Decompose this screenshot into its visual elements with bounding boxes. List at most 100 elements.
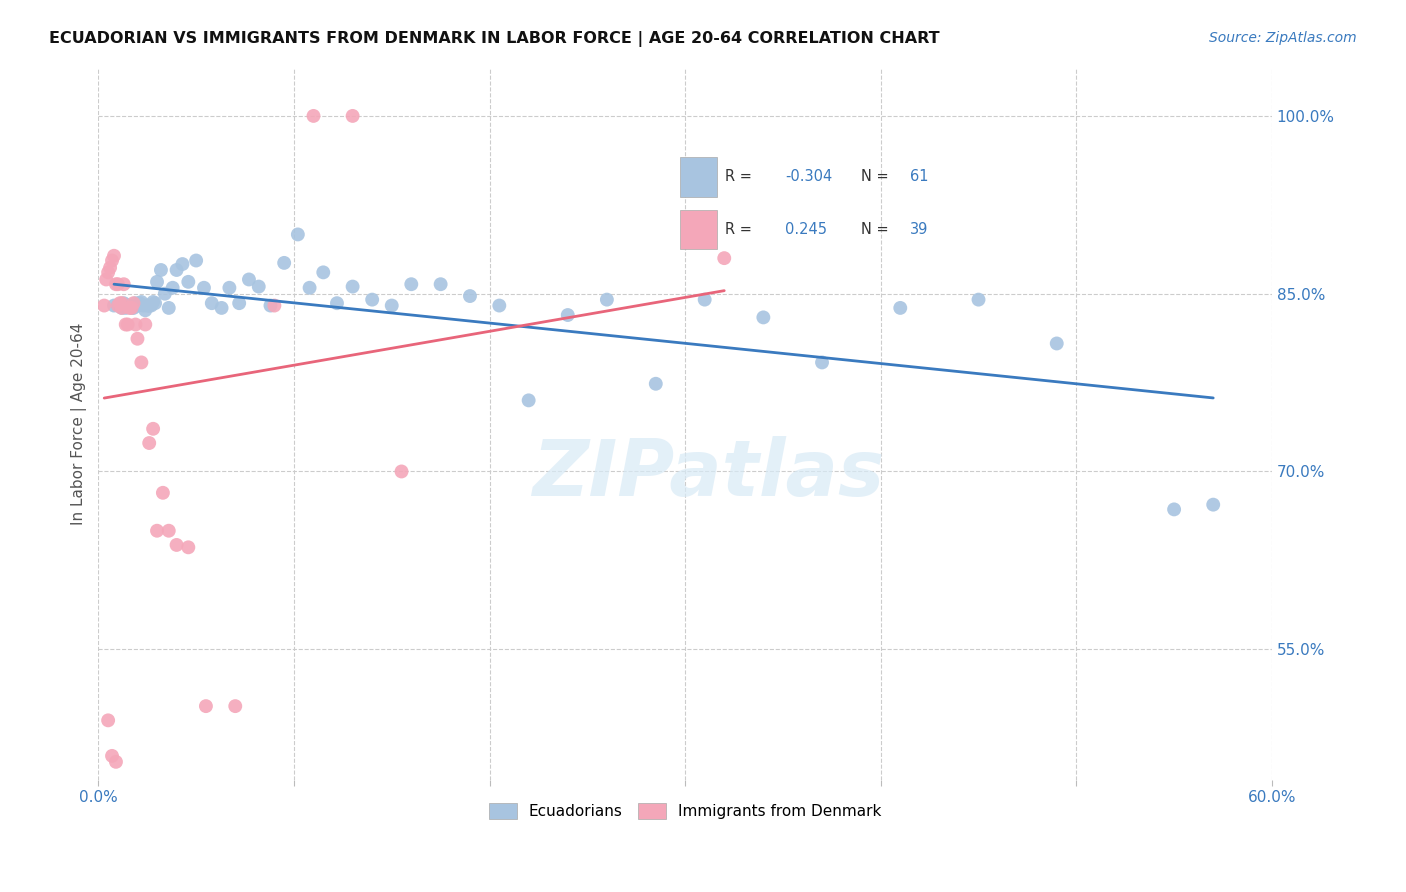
Point <box>517 393 540 408</box>
Text: 39: 39 <box>910 222 928 237</box>
Point <box>103 249 125 263</box>
Point <box>429 277 451 292</box>
FancyBboxPatch shape <box>681 210 717 250</box>
Point <box>138 436 160 450</box>
Text: ECUADORIAN VS IMMIGRANTS FROM DENMARK IN LABOR FORCE | AGE 20-64 CORRELATION CHA: ECUADORIAN VS IMMIGRANTS FROM DENMARK IN… <box>49 31 939 47</box>
Point <box>152 485 174 500</box>
Point <box>101 253 124 268</box>
Point <box>488 299 510 313</box>
Point <box>596 293 619 307</box>
Point <box>131 295 153 310</box>
Point <box>104 755 127 769</box>
Point <box>172 257 194 271</box>
Point <box>114 318 136 332</box>
Point <box>93 299 115 313</box>
Point <box>211 301 233 315</box>
Point <box>1202 498 1225 512</box>
Point <box>97 714 120 728</box>
Point <box>142 422 165 436</box>
Point <box>287 227 309 242</box>
Point <box>121 301 143 315</box>
Point <box>117 299 139 313</box>
Point <box>127 299 149 313</box>
Point <box>146 524 169 538</box>
Point <box>118 301 141 315</box>
Point <box>326 296 349 310</box>
Point <box>128 296 150 310</box>
Point <box>1046 336 1069 351</box>
Point <box>141 299 163 313</box>
Point <box>557 308 579 322</box>
Text: Source: ZipAtlas.com: Source: ZipAtlas.com <box>1209 31 1357 45</box>
Point <box>143 296 166 310</box>
Point <box>361 293 384 307</box>
Legend: Ecuadorians, Immigrants from Denmark: Ecuadorians, Immigrants from Denmark <box>484 797 887 825</box>
Point <box>124 296 146 310</box>
Point <box>162 281 184 295</box>
Point <box>134 303 156 318</box>
Point <box>218 281 240 295</box>
Point <box>166 263 188 277</box>
Point <box>889 301 911 315</box>
Point <box>132 299 155 313</box>
Point <box>149 263 172 277</box>
Point <box>104 277 127 292</box>
Point <box>342 109 364 123</box>
Point <box>259 299 281 313</box>
Point <box>713 251 735 265</box>
Point <box>121 301 143 315</box>
Point <box>96 272 118 286</box>
Point <box>118 299 141 313</box>
Point <box>97 265 120 279</box>
Point <box>228 296 250 310</box>
Point <box>111 301 134 315</box>
Point <box>391 465 413 479</box>
Point <box>134 318 156 332</box>
Point <box>103 299 125 313</box>
Point <box>112 277 135 292</box>
Point <box>107 299 129 313</box>
Point <box>157 524 180 538</box>
Point <box>693 293 716 307</box>
Point <box>112 296 135 310</box>
Point <box>107 277 129 292</box>
Text: 61: 61 <box>910 169 928 185</box>
Point <box>111 296 134 310</box>
Text: N =: N = <box>862 169 889 185</box>
Point <box>342 279 364 293</box>
Point <box>201 296 224 310</box>
Point <box>142 295 165 310</box>
Point <box>967 293 990 307</box>
Point <box>114 301 136 315</box>
Point <box>166 538 188 552</box>
Text: R =: R = <box>725 169 752 185</box>
Point <box>122 301 145 315</box>
Point <box>136 299 159 313</box>
Point <box>224 699 246 714</box>
Point <box>247 279 270 293</box>
Point <box>381 299 404 313</box>
Text: ZIPatlas: ZIPatlas <box>533 436 884 512</box>
Point <box>122 296 145 310</box>
Point <box>117 318 139 332</box>
Point <box>108 296 131 310</box>
Text: R =: R = <box>725 222 752 237</box>
Point <box>146 275 169 289</box>
Point <box>101 748 124 763</box>
Text: -0.304: -0.304 <box>785 169 832 185</box>
Point <box>157 301 180 315</box>
Point <box>194 699 217 714</box>
Point <box>131 355 153 369</box>
Point <box>127 332 149 346</box>
Point <box>811 355 834 369</box>
Y-axis label: In Labor Force | Age 20-64: In Labor Force | Age 20-64 <box>72 323 87 525</box>
Point <box>177 275 200 289</box>
Point <box>153 286 176 301</box>
Point <box>458 289 481 303</box>
Point <box>644 376 666 391</box>
Point <box>298 281 321 295</box>
Point <box>177 541 200 555</box>
Text: N =: N = <box>862 222 889 237</box>
FancyBboxPatch shape <box>681 157 717 196</box>
Point <box>302 109 325 123</box>
